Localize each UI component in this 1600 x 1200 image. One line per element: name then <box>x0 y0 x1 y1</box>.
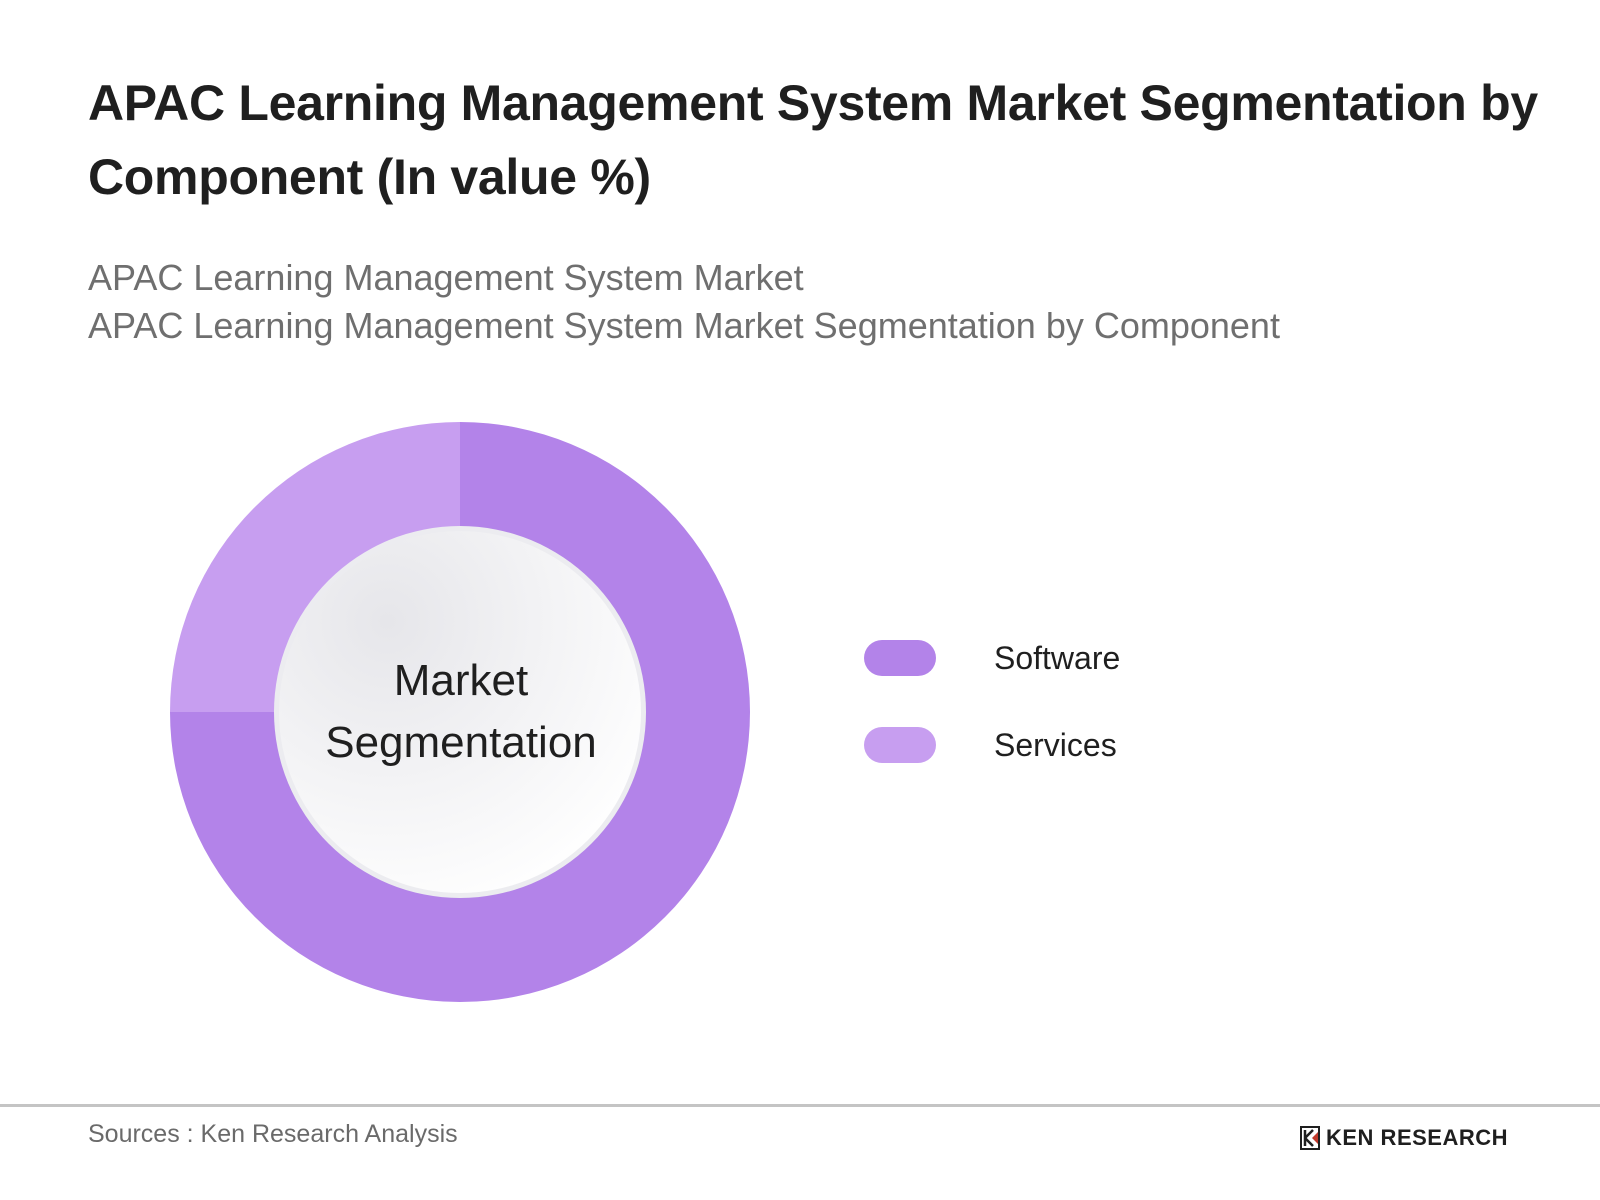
legend: Software Services <box>864 640 1120 814</box>
donut-hole <box>279 531 641 893</box>
chart-subtitle: APAC Learning Management System Market A… <box>88 254 1280 350</box>
donut-chart <box>170 422 750 1002</box>
footer-divider <box>0 1104 1600 1107</box>
legend-swatch-services <box>864 727 936 763</box>
center-label-line-2: Segmentation <box>325 718 597 767</box>
chart-title: APAC Learning Management System Market S… <box>88 75 1538 205</box>
legend-label-services: Services <box>994 726 1117 763</box>
ken-research-logo-text: KEN RESEARCH <box>1326 1125 1509 1150</box>
sources-note: Sources : Ken Research Analysis <box>88 1120 458 1148</box>
center-label: Market Segmentation <box>279 530 643 894</box>
subtitle-line-2: APAC Learning Management System Market S… <box>88 305 1280 346</box>
ken-research-logo-icon <box>1300 1126 1320 1150</box>
subtitle-line-1: APAC Learning Management System Market <box>88 257 804 298</box>
legend-label-software: Software <box>994 639 1121 676</box>
center-label-line-1: Market <box>393 656 529 705</box>
legend-item-services[interactable]: Services <box>864 727 1120 763</box>
ken-research-logo: KEN RESEARCH <box>1300 1125 1508 1151</box>
legend-item-software[interactable]: Software <box>864 640 1120 676</box>
legend-swatch-software <box>864 640 936 676</box>
